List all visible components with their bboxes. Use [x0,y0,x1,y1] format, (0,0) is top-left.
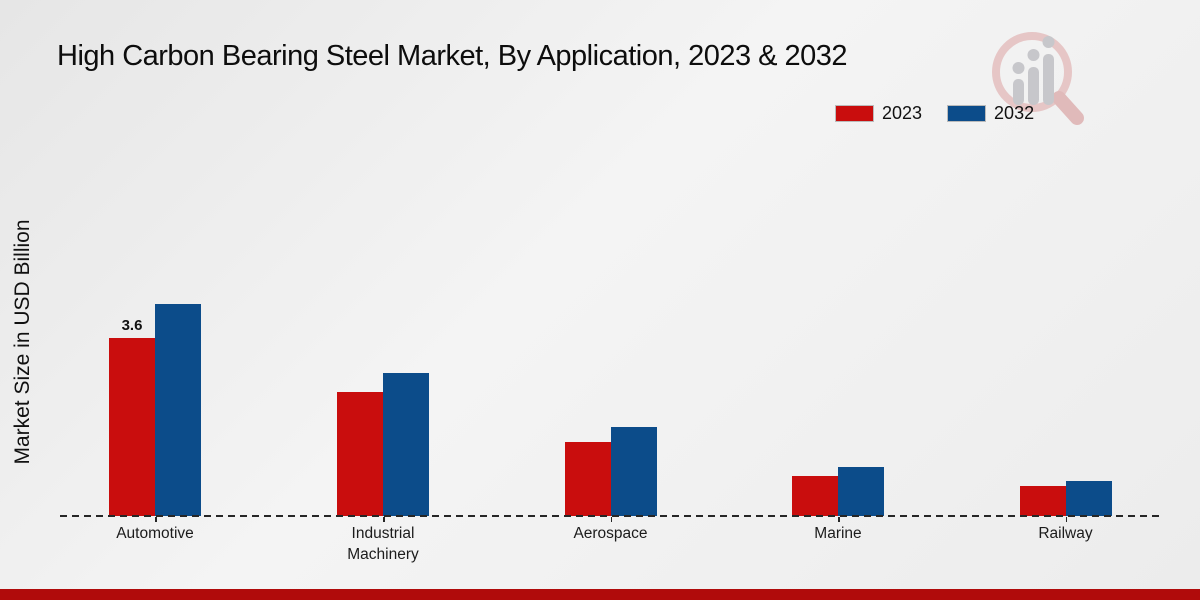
legend-item-2032: 2032 [948,103,1034,124]
x-axis-category-label: Marine [814,525,862,542]
x-axis-category-label: Railway [1038,525,1093,542]
chart-title: High Carbon Bearing Steel Market, By App… [57,40,848,72]
bar-2032-aerospace [610,427,657,516]
legend-swatch-2023 [836,106,873,121]
bar-2023-aerospace [564,442,611,516]
legend: 2023 2032 [836,103,1034,124]
bar-2023-industrial-machinery [337,392,383,516]
legend-swatch-2032 [948,106,986,121]
bar-2023-marine [792,476,838,516]
legend-label-2032: 2032 [994,103,1035,123]
legend-item-2023: 2023 [836,103,922,124]
x-axis-dashed-baseline [60,515,1160,517]
bar-2032-industrial-machinery [383,373,429,516]
footer-accent-bar [0,589,1200,600]
x-axis-category-label: Industrial Machinery [347,525,419,563]
x-axis-tick [610,517,612,522]
bar-2023-railway [1019,486,1066,516]
bar-value-annotation: 3.6 [121,317,143,334]
y-axis-label: Market Size in USD Billion [11,219,34,465]
bar-2032-automotive [155,304,201,516]
x-axis-tick [1065,517,1067,522]
x-axis-category-label: Automotive [116,525,194,542]
x-axis-category-label: Aerospace [573,525,648,542]
x-axis-tick [383,517,385,522]
magnifier-chart-logo-icon [992,32,1084,125]
legend-label-2023: 2023 [882,103,923,123]
x-axis-tick [155,517,157,522]
x-axis-tick [838,517,840,522]
bar-2032-railway [1065,481,1112,516]
bar-2032-marine [838,467,884,516]
bar-2023-automotive [109,338,155,516]
